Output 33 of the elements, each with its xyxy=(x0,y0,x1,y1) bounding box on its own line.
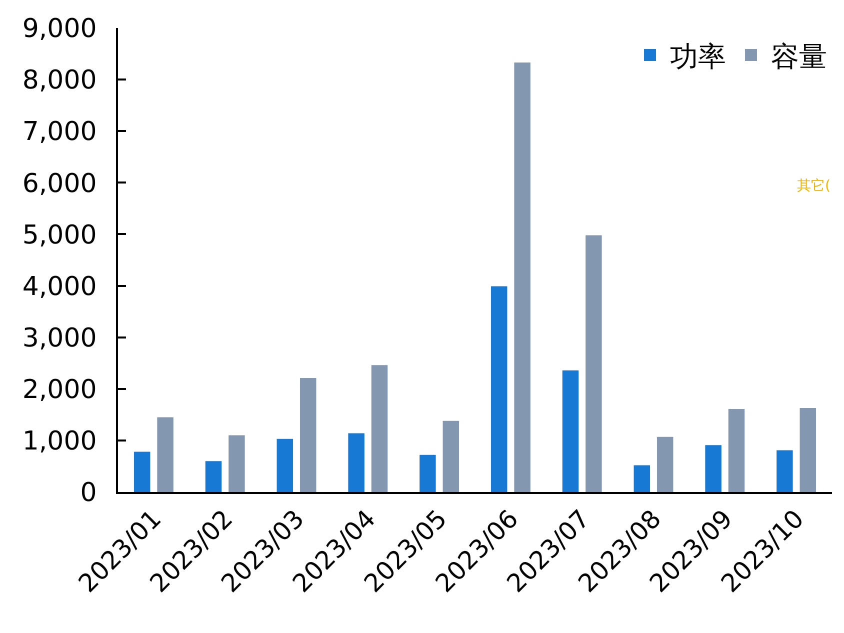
bar xyxy=(705,445,722,492)
bar xyxy=(442,420,460,492)
bar xyxy=(300,378,316,492)
annotation: 其它( xyxy=(797,178,830,194)
bar xyxy=(205,461,222,492)
bar xyxy=(586,235,602,492)
bar xyxy=(562,370,579,492)
bar xyxy=(728,409,745,492)
bar xyxy=(490,286,508,492)
y-tick-label: 3,000 xyxy=(22,323,97,354)
bar xyxy=(776,450,793,492)
y-tick-label: 7,000 xyxy=(22,117,97,148)
bar xyxy=(800,408,816,492)
bar xyxy=(420,454,436,492)
bar xyxy=(514,62,530,492)
y-tick-label: 1,000 xyxy=(22,426,97,457)
bar xyxy=(656,436,674,492)
y-tick-label: 2,000 xyxy=(22,374,97,405)
y-tick-label: 4,000 xyxy=(22,272,97,302)
bar xyxy=(157,417,174,492)
bar xyxy=(634,465,650,492)
y-tick-label: 9,000 xyxy=(22,14,97,44)
bar xyxy=(228,435,245,492)
bar xyxy=(276,438,294,492)
bar xyxy=(348,433,364,492)
y-tick-label: 0 xyxy=(80,478,97,508)
legend-label: 功率 xyxy=(670,40,726,73)
bar xyxy=(371,365,388,492)
bar xyxy=(134,452,150,492)
y-tick-label: 5,000 xyxy=(22,220,97,250)
y-tick-label: 6,000 xyxy=(22,168,97,199)
legend-label: 容量 xyxy=(771,40,827,73)
y-tick-label: 8,000 xyxy=(22,66,97,96)
